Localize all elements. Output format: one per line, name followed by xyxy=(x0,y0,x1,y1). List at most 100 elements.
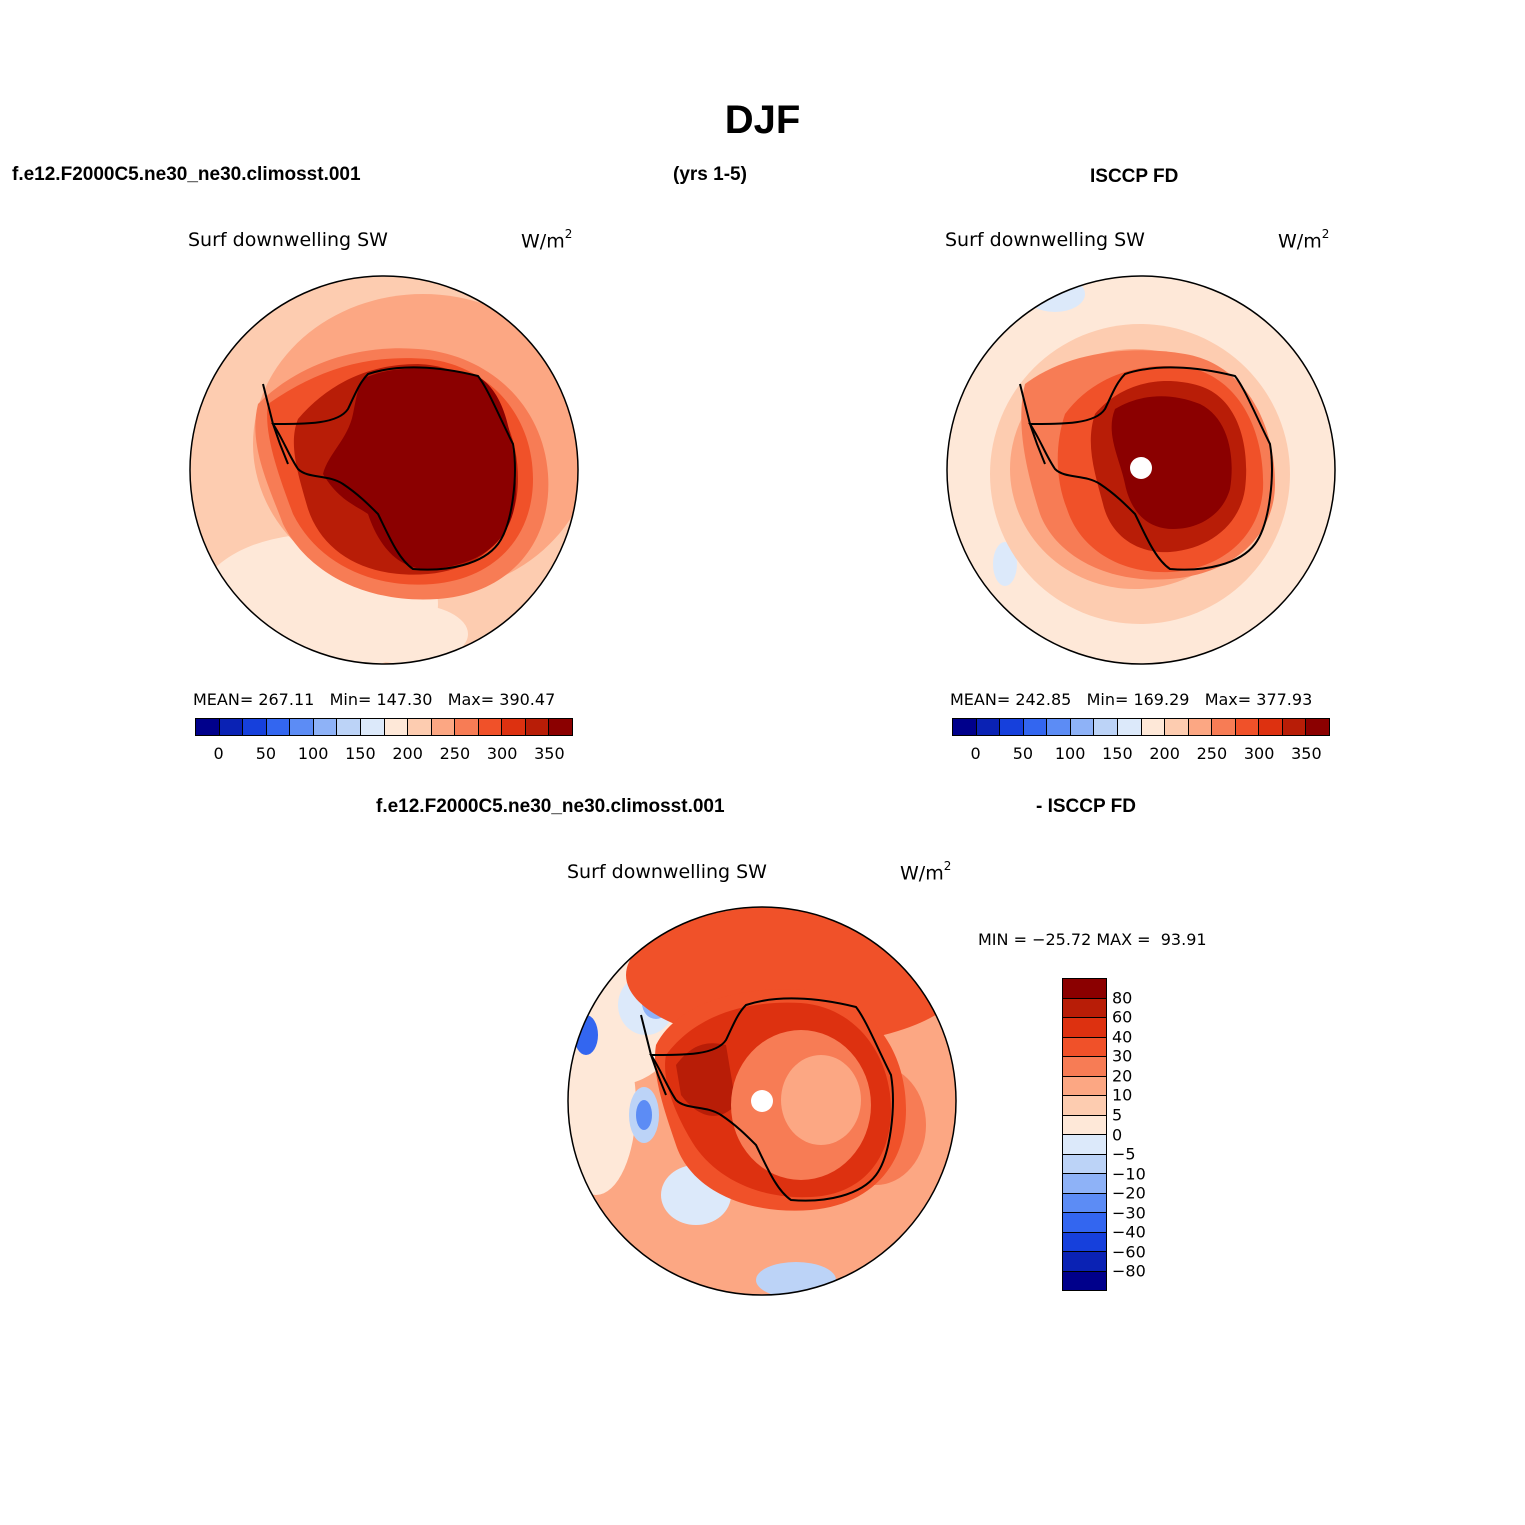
colorbar-swatch xyxy=(1094,719,1118,735)
obs-polar-map xyxy=(946,275,1336,665)
figure-title: DJF xyxy=(724,98,801,142)
colorbar-tick-label: 5 xyxy=(1112,1105,1123,1125)
colorbar-tick-label: 60 xyxy=(1112,1007,1133,1027)
colorbar-tick-label: −5 xyxy=(1112,1144,1136,1164)
colorbar-swatch xyxy=(455,719,479,735)
colorbar-tick-label: 50 xyxy=(255,744,277,763)
colorbar-tick-label: 100 xyxy=(297,744,329,763)
colorbar-swatch xyxy=(1282,719,1307,735)
colorbar-swatch xyxy=(1117,719,1142,735)
colorbar-swatch xyxy=(549,719,572,735)
colorbar-tick-label: −20 xyxy=(1112,1183,1146,1203)
colorbar-swatch xyxy=(431,719,456,735)
colorbar-tick-label: 350 xyxy=(534,744,565,763)
colorbar-swatch xyxy=(1063,998,1106,1018)
colorbar-swatch xyxy=(1063,1018,1106,1038)
colorbar-tick-label: 80 xyxy=(1112,988,1133,1008)
colorbar-tick-label: 0 xyxy=(213,744,224,763)
diff-polar-map xyxy=(567,906,957,1296)
colorbar-swatch xyxy=(976,719,1001,735)
obs-stats: MEAN= 242.85 Min= 169.29 Max= 377.93 xyxy=(950,690,1313,709)
diff-panel-title: Surf downwelling SW xyxy=(567,861,767,883)
colorbar-swatch xyxy=(1063,979,1106,999)
colorbar-swatch xyxy=(1165,719,1189,735)
colorbar-swatch xyxy=(953,719,977,735)
colorbar-swatch xyxy=(502,719,526,735)
colorbar-tick-label: 250 xyxy=(1196,744,1228,763)
colorbar-swatch xyxy=(1259,719,1283,735)
colorbar-swatch xyxy=(290,719,314,735)
colorbar-tick-label: 10 xyxy=(1112,1085,1133,1105)
diff-header-obs: - ISCCP FD xyxy=(1036,796,1136,817)
colorbar-tick-label: 50 xyxy=(1012,744,1034,763)
colorbar-swatch xyxy=(1306,719,1329,735)
colorbar-swatch xyxy=(1141,719,1166,735)
colorbar-swatch xyxy=(1063,1057,1106,1077)
colorbar-tick-label: 150 xyxy=(345,744,376,763)
colorbar-tick-label: −80 xyxy=(1112,1261,1146,1281)
obs-colorbar-ticks: 0 50 100 150 200 250 300 350 xyxy=(952,744,1330,766)
header-obs: ISCCP FD xyxy=(1090,166,1179,187)
colorbar-swatch xyxy=(337,719,361,735)
header-years: (yrs 1-5) xyxy=(673,164,747,185)
colorbar-swatch xyxy=(1063,1232,1106,1252)
colorbar-swatch xyxy=(1063,1252,1106,1272)
colorbar-tick-label: 100 xyxy=(1054,744,1086,763)
colorbar-swatch xyxy=(360,719,385,735)
model-polar-map xyxy=(189,275,579,665)
colorbar-tick-label: 150 xyxy=(1102,744,1133,763)
colorbar-swatch xyxy=(1063,1154,1106,1174)
colorbar-swatch xyxy=(196,719,220,735)
colorbar-swatch xyxy=(1063,1135,1106,1155)
obs-panel-title: Surf downwelling SW xyxy=(945,229,1145,251)
colorbar-swatch xyxy=(1070,719,1095,735)
colorbar-swatch xyxy=(1047,719,1071,735)
colorbar-tick-label: −10 xyxy=(1112,1164,1146,1184)
colorbar-tick-label: 200 xyxy=(392,744,423,763)
colorbar-swatch xyxy=(266,719,291,735)
model-stats: MEAN= 267.11 Min= 147.30 Max= 390.47 xyxy=(193,690,556,709)
colorbar-tick-label: 300 xyxy=(1243,744,1275,763)
colorbar-swatch xyxy=(1063,1037,1106,1057)
colorbar-tick-label: −40 xyxy=(1112,1222,1146,1242)
model-colorbar-ticks: 0 50 100 150 200 250 300 350 xyxy=(195,744,573,766)
colorbar-swatch xyxy=(1235,719,1260,735)
colorbar-tick-label: −60 xyxy=(1112,1242,1146,1262)
diff-colorbar xyxy=(1062,978,1107,1291)
colorbar-tick-label: −30 xyxy=(1112,1203,1146,1223)
diff-colorbar-ticks: 80 60 40 30 20 10 5 0 −5 −10 −20 −30 −40 −60 −80 xyxy=(1112,978,1172,1291)
colorbar-swatch xyxy=(1063,1271,1106,1290)
obs-panel-unit: W/m2 xyxy=(1278,227,1330,253)
diff-stats: MIN = −25.72 MAX = 93.91 xyxy=(978,930,1207,949)
obs-colorbar xyxy=(952,718,1330,736)
colorbar-tick-label: 0 xyxy=(1112,1125,1123,1144)
colorbar-swatch xyxy=(1023,719,1048,735)
colorbar-tick-label: 0 xyxy=(970,744,981,763)
diff-panel-unit: W/m2 xyxy=(900,859,952,885)
colorbar-tick-label: 350 xyxy=(1291,744,1322,763)
colorbar-swatch xyxy=(1000,719,1024,735)
colorbar-swatch xyxy=(1188,719,1213,735)
colorbar-tick-label: 200 xyxy=(1149,744,1180,763)
diff-header-model: f.e12.F2000C5.ne30_ne30.climosst.001 xyxy=(376,796,725,817)
colorbar-swatch xyxy=(1212,719,1236,735)
colorbar-tick-label: 40 xyxy=(1112,1027,1133,1047)
model-panel-title: Surf downwelling SW xyxy=(188,229,388,251)
colorbar-swatch xyxy=(1063,1096,1106,1116)
model-colorbar xyxy=(195,718,573,736)
colorbar-swatch xyxy=(219,719,244,735)
colorbar-swatch xyxy=(1063,1174,1106,1194)
header-model-case: f.e12.F2000C5.ne30_ne30.climosst.001 xyxy=(12,164,361,185)
colorbar-tick-label: 30 xyxy=(1112,1046,1133,1066)
colorbar-tick-label: 20 xyxy=(1112,1066,1133,1086)
colorbar-swatch xyxy=(525,719,550,735)
colorbar-swatch xyxy=(1063,1076,1106,1096)
colorbar-swatch xyxy=(313,719,338,735)
colorbar-swatch xyxy=(1063,1213,1106,1233)
colorbar-swatch xyxy=(1063,1193,1106,1213)
model-panel-unit: W/m2 xyxy=(521,227,573,253)
colorbar-swatch xyxy=(384,719,409,735)
colorbar-swatch xyxy=(408,719,432,735)
colorbar-tick-label: 250 xyxy=(439,744,471,763)
colorbar-swatch xyxy=(478,719,503,735)
